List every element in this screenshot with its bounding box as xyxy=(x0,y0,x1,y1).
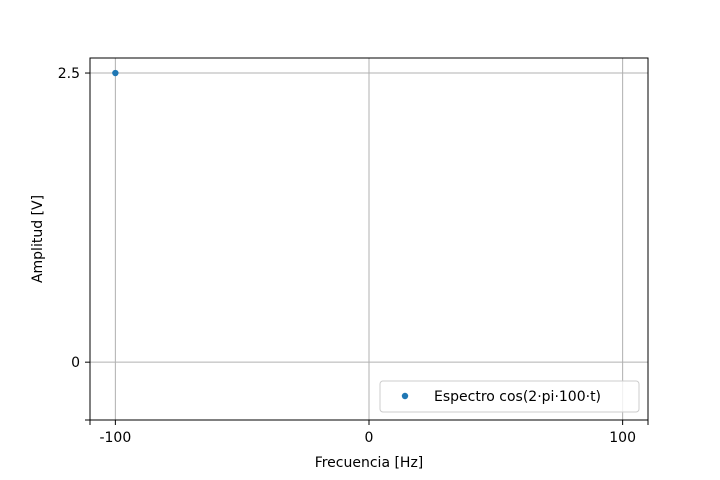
legend: Espectro cos(2·pi·100·t) xyxy=(379,380,640,413)
legend-box xyxy=(379,380,640,413)
legend-marker xyxy=(401,392,409,400)
data-point xyxy=(112,69,119,77)
x-tick-label: 100 xyxy=(609,430,636,446)
ticks: -100 0 100 0 2.5 xyxy=(58,66,649,446)
legend-label: Espectro cos(2·pi·100·t) xyxy=(434,389,601,405)
y-axis-label: Amplitud [V] xyxy=(30,195,46,283)
y-tick-label: 2.5 xyxy=(58,66,80,82)
grid xyxy=(90,58,648,420)
x-tick-label: 0 xyxy=(365,430,374,446)
series-layer xyxy=(112,69,119,77)
y-tick-label: 0 xyxy=(71,355,80,371)
x-axis-label: Frecuencia [Hz] xyxy=(315,455,424,471)
x-tick-label: -100 xyxy=(99,430,131,446)
